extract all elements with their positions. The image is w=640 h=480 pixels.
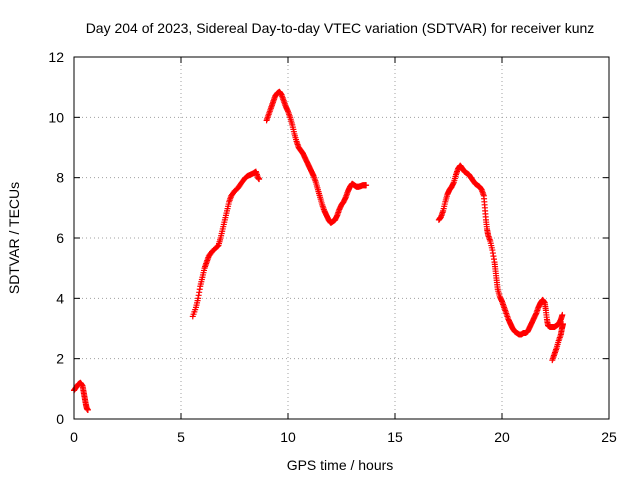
x-tick-label: 15 <box>387 429 403 445</box>
y-tick-label: 4 <box>56 290 64 306</box>
y-tick-label: 10 <box>48 109 64 125</box>
data-points <box>71 88 566 413</box>
plot-frame <box>73 56 610 420</box>
x-tick-label: 5 <box>177 429 185 445</box>
y-tick-label: 6 <box>56 230 64 246</box>
x-axis-label: GPS time / hours <box>287 457 394 473</box>
chart-title: Day 204 of 2023, Sidereal Day-to-day VTE… <box>86 20 595 36</box>
data-point <box>214 243 221 250</box>
x-tick-label: 25 <box>601 429 617 445</box>
y-tick-label: 12 <box>48 49 64 65</box>
grid <box>74 57 609 419</box>
y-axis-label: SDTVAR / TECUs <box>6 182 22 294</box>
data-point <box>256 176 263 183</box>
y-tick-label: 0 <box>56 411 64 427</box>
tick-labels: 0 5 10 15 20 25 0 2 4 6 8 10 12 <box>48 49 617 445</box>
data-point <box>363 182 370 189</box>
data-point <box>559 320 566 327</box>
data-point <box>84 406 91 413</box>
x-tick-label: 20 <box>494 429 510 445</box>
y-tick-label: 2 <box>56 351 64 367</box>
y-tick-label: 8 <box>56 170 64 186</box>
x-tick-label: 0 <box>70 429 78 445</box>
data-point <box>559 311 566 318</box>
x-tick-label: 10 <box>280 429 296 445</box>
